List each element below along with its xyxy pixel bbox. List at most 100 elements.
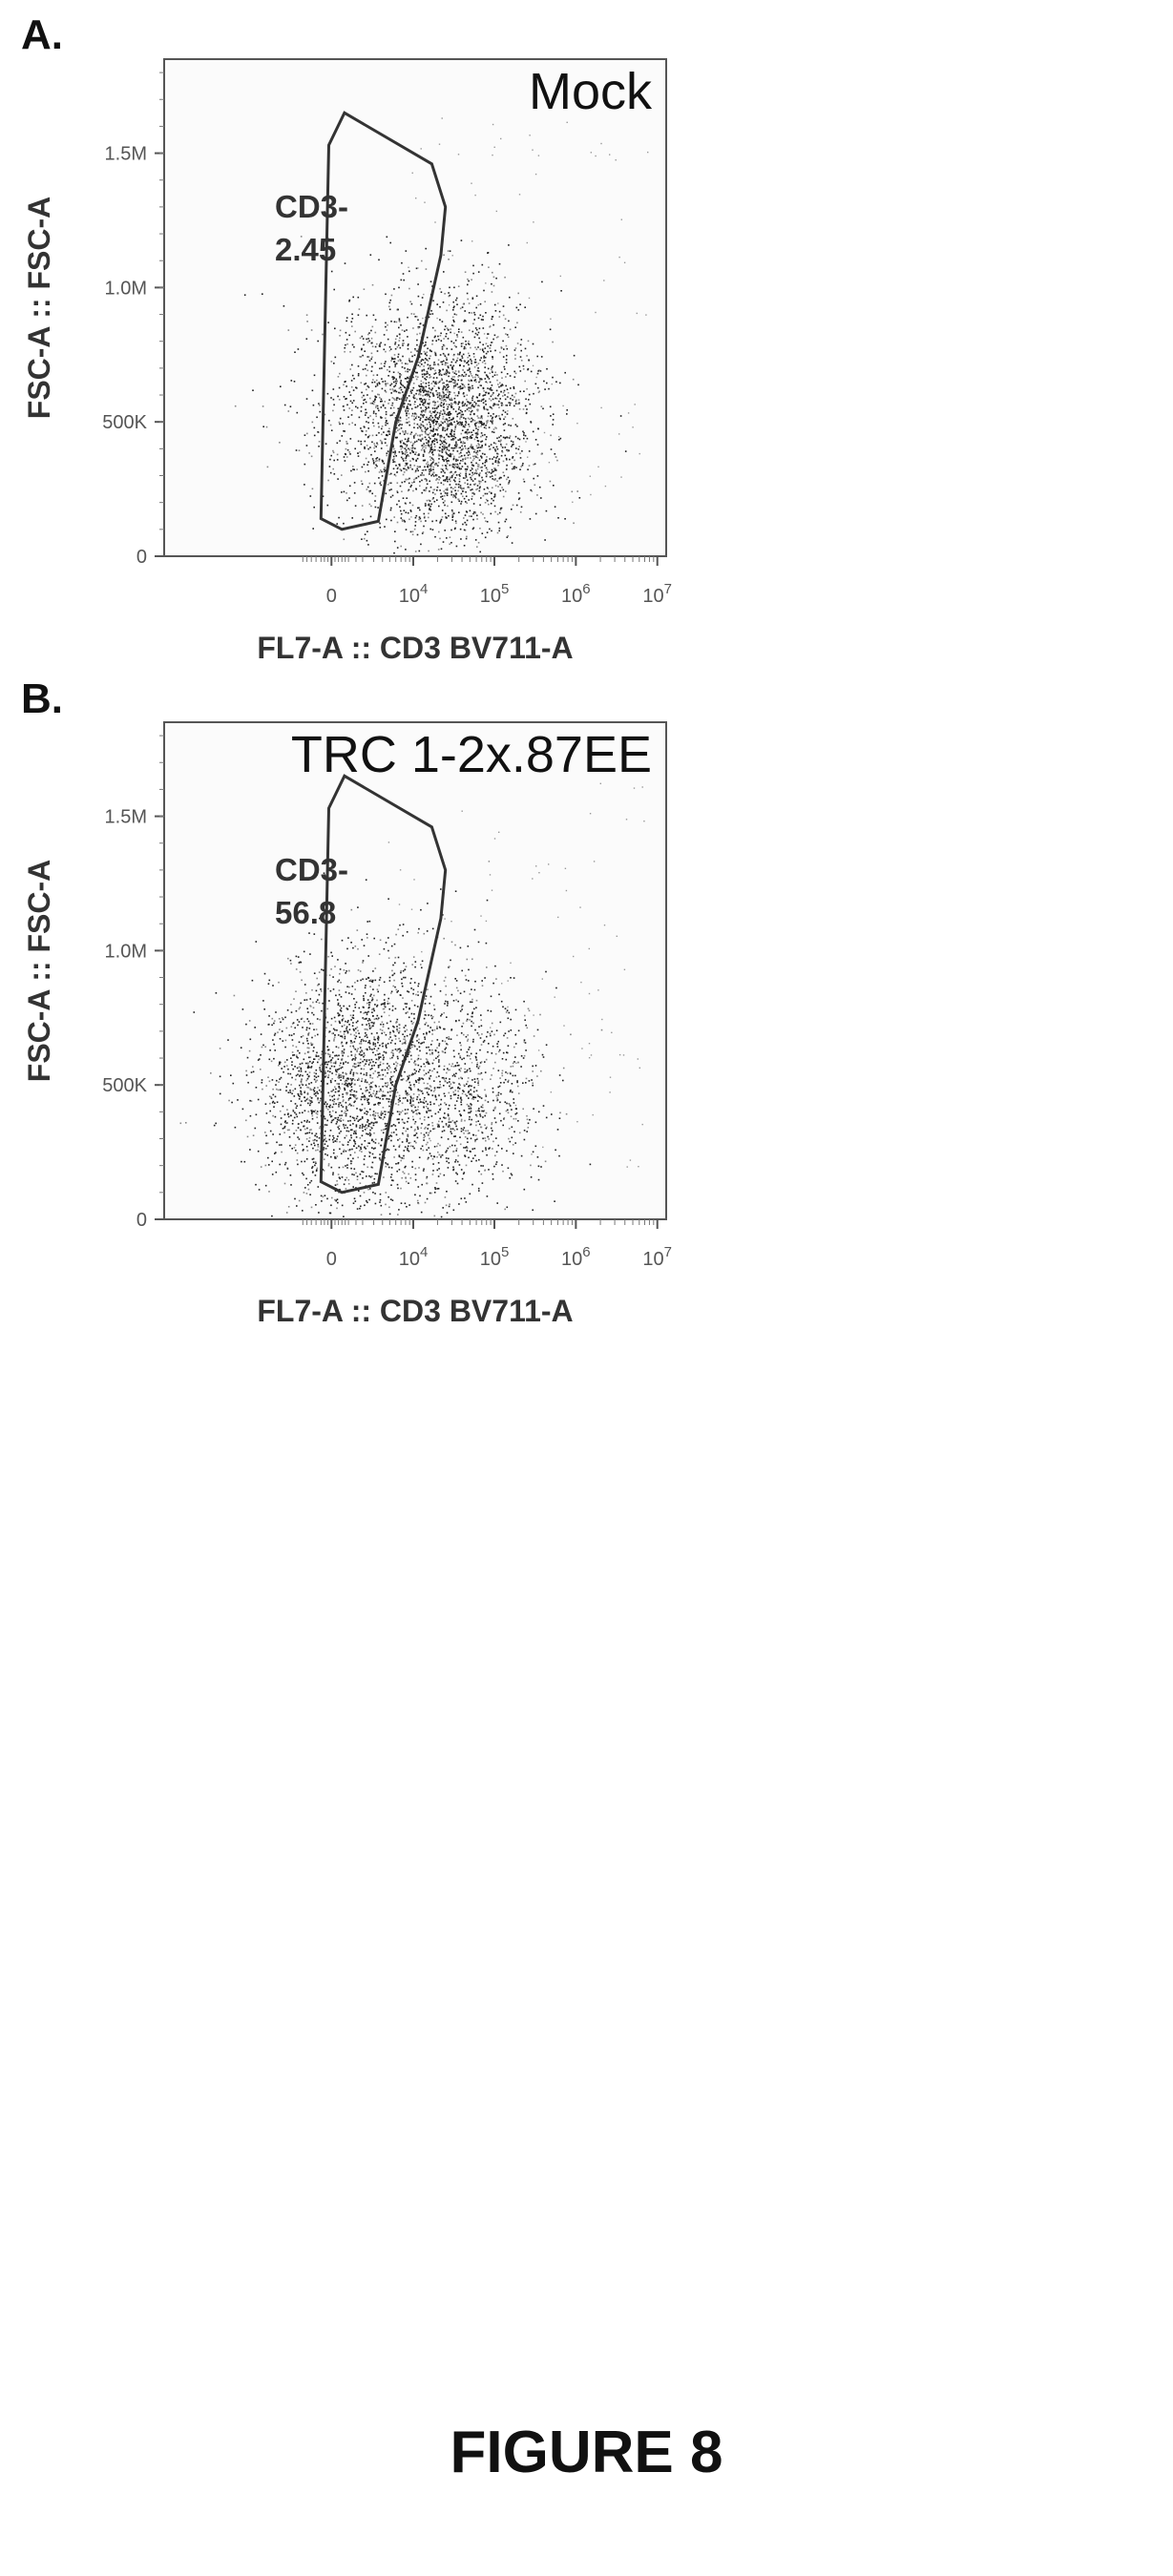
event-dot <box>475 348 478 350</box>
event-dot <box>325 1107 327 1109</box>
event-dot <box>417 267 419 269</box>
event-dot <box>427 403 429 405</box>
event-dot <box>604 485 607 488</box>
event-dot <box>372 1113 374 1116</box>
event-dot <box>442 391 445 394</box>
event-dot <box>399 346 402 349</box>
event-dot <box>505 344 508 347</box>
event-dot <box>341 1050 344 1052</box>
event-dot <box>425 358 427 360</box>
event-dot <box>446 327 449 329</box>
event-dot <box>443 1011 445 1014</box>
event-dot <box>416 467 418 470</box>
event-dot <box>475 1059 478 1061</box>
event-dot <box>435 474 437 476</box>
event-dot <box>390 1075 392 1078</box>
event-dot <box>383 1129 385 1131</box>
event-dot <box>453 447 456 449</box>
event-dot <box>456 1160 459 1163</box>
event-dot <box>412 396 415 399</box>
event-dot <box>421 409 424 412</box>
event-dot <box>495 398 498 400</box>
event-dot <box>339 372 341 375</box>
event-dot <box>317 1149 319 1152</box>
event-dot <box>376 343 378 345</box>
event-dot <box>306 1119 308 1122</box>
event-dot <box>343 1151 345 1153</box>
event-dot <box>327 987 329 990</box>
event-dot <box>310 455 313 458</box>
event-dot <box>313 1058 315 1060</box>
event-dot <box>471 409 473 412</box>
event-dot <box>429 486 432 488</box>
event-dot <box>396 308 398 311</box>
event-dot <box>353 1197 356 1200</box>
event-dot <box>452 382 454 384</box>
event-dot <box>526 408 528 410</box>
event-dot <box>474 359 476 361</box>
event-dot <box>492 398 494 401</box>
event-dot <box>361 348 363 351</box>
event-dot <box>432 428 435 431</box>
event-dot <box>454 361 457 364</box>
event-dot <box>498 393 500 396</box>
event-dot <box>485 404 487 405</box>
event-dot <box>301 1100 303 1103</box>
event-dot <box>428 499 430 502</box>
event-dot <box>316 1055 318 1057</box>
event-dot <box>450 422 452 424</box>
event-dot <box>460 451 462 454</box>
event-dot <box>367 1123 370 1125</box>
event-dot <box>413 528 416 530</box>
event-dot <box>477 542 480 544</box>
event-dot <box>423 459 426 462</box>
event-dot <box>376 350 379 352</box>
event-dot <box>409 460 411 462</box>
event-dot <box>429 349 431 351</box>
event-dot <box>457 285 460 287</box>
event-dot <box>338 1083 340 1085</box>
event-dot <box>341 1143 344 1146</box>
event-dot <box>304 984 306 986</box>
event-dot <box>411 533 414 536</box>
event-dot <box>478 489 481 492</box>
event-dot <box>377 1066 380 1069</box>
event-dot <box>496 455 498 458</box>
event-dot <box>486 456 488 458</box>
event-dot <box>377 1053 379 1055</box>
event-dot <box>346 1134 347 1137</box>
event-dot <box>215 1122 217 1125</box>
event-dot <box>380 342 382 344</box>
event-dot <box>477 271 480 273</box>
event-dot <box>383 468 386 470</box>
event-dot <box>373 381 376 384</box>
event-dot <box>396 547 399 549</box>
event-dot <box>509 458 511 461</box>
event-dot <box>437 454 440 457</box>
event-dot <box>419 1069 421 1070</box>
event-dot <box>304 1021 305 1023</box>
event-dot <box>412 418 415 421</box>
event-dot <box>427 393 429 396</box>
event-dot <box>444 399 446 401</box>
event-dot <box>409 510 412 512</box>
event-dot <box>353 998 355 1000</box>
event-dot <box>550 318 552 320</box>
event-dot <box>354 1049 357 1050</box>
event-dot <box>385 1192 388 1194</box>
event-dot <box>362 1177 364 1179</box>
event-dot <box>302 1084 304 1086</box>
event-dot <box>443 490 445 492</box>
event-dot <box>512 399 513 401</box>
event-dot <box>469 386 471 388</box>
event-dot <box>462 425 465 426</box>
event-dot <box>366 338 367 341</box>
event-dot <box>323 1140 325 1142</box>
event-dot <box>462 343 464 344</box>
event-dot <box>410 389 412 391</box>
event-dot <box>481 263 484 266</box>
event-dot <box>418 454 420 456</box>
event-dot <box>532 149 534 151</box>
event-dot <box>408 448 411 451</box>
event-dot <box>345 398 346 400</box>
